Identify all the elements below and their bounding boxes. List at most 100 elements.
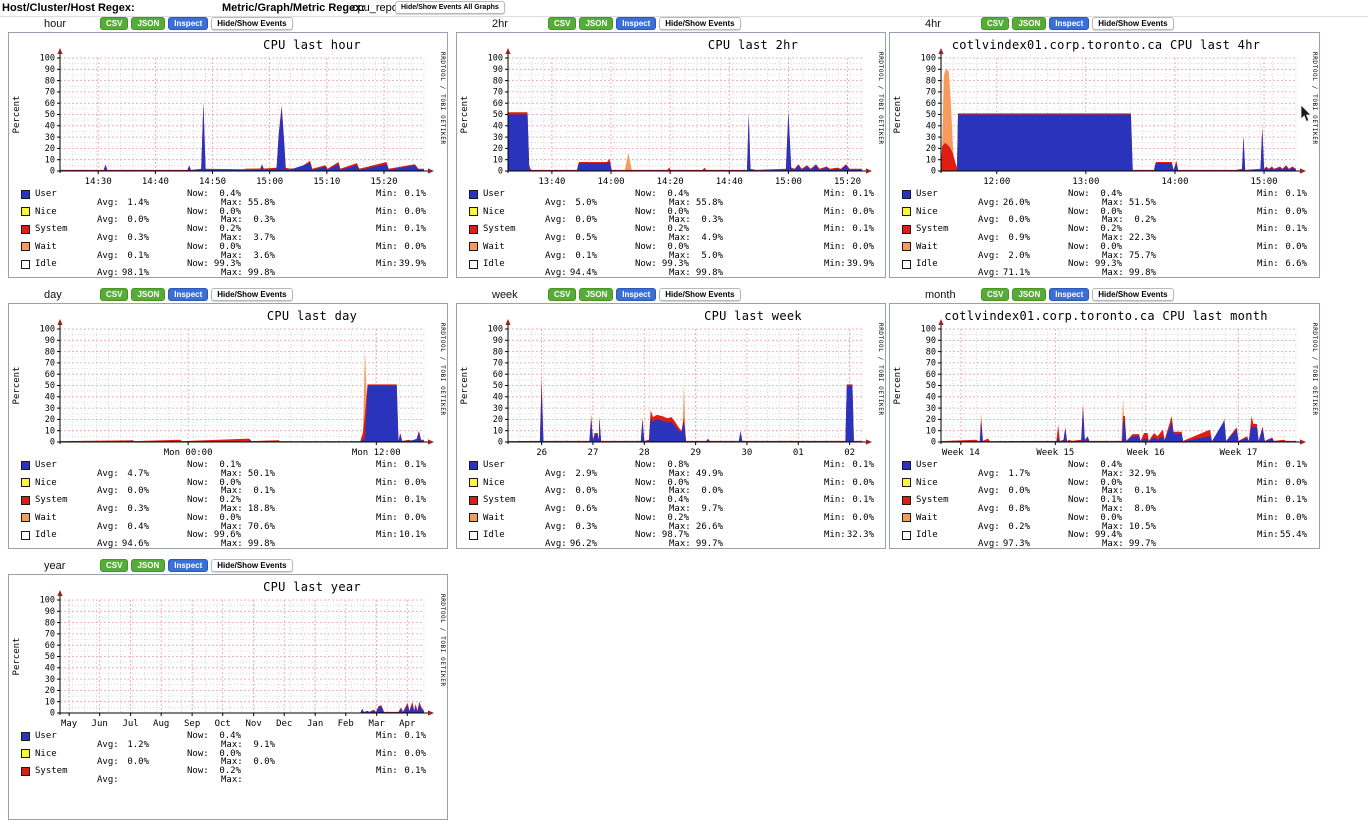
hide-show-events-button[interactable]: Hide/Show Events: [211, 17, 293, 30]
csv-button[interactable]: CSV: [100, 288, 129, 301]
legend-max-label: Max:: [221, 739, 243, 750]
csv-button[interactable]: CSV: [981, 17, 1010, 30]
legend-min-value: 0.1%: [404, 731, 426, 741]
graph-block-month: month CSV JSON Inspect Hide/Show Events cotlv…: [889, 287, 1320, 549]
hide-show-events-button[interactable]: Hide/Show Events: [659, 288, 741, 301]
inspect-button[interactable]: Inspect: [1049, 288, 1090, 301]
csv-button[interactable]: CSV: [548, 17, 577, 30]
inspect-button[interactable]: Inspect: [616, 17, 657, 30]
json-button[interactable]: JSON: [579, 17, 614, 30]
legend-avg-label: Avg:: [97, 250, 119, 261]
legend-min-value: 0.0%: [852, 206, 874, 217]
inspect-button[interactable]: Inspect: [1049, 17, 1090, 30]
legend-max-label: Max:: [669, 233, 691, 243]
csv-button[interactable]: CSV: [100, 17, 129, 30]
legend-min-value: 0.1%: [1285, 460, 1307, 470]
legend-avg-value: 94.6%: [121, 539, 149, 550]
hide-show-events-button[interactable]: Hide/Show Events: [211, 559, 293, 572]
legend-swatch-user: [469, 460, 478, 470]
y-tick-label: 50: [926, 110, 936, 120]
json-button[interactable]: JSON: [1012, 288, 1047, 301]
legend-min-value: 55.4%: [1279, 530, 1307, 541]
legend-min-label: Min:: [376, 766, 398, 777]
graph-panel: CPU last hour 0 10 20 30 40 50 60 70 80 90 100 14:30…: [8, 32, 448, 278]
csv-button[interactable]: CSV: [100, 559, 129, 572]
legend-max-value: 3.7%: [253, 233, 275, 243]
y-tick-label: 80: [926, 76, 936, 86]
y-tick-label: 30: [493, 404, 503, 414]
legend-max-value: 0.3%: [253, 215, 275, 226]
legend-max-value: 18.8%: [247, 504, 275, 514]
legend-min-label: Min:: [1257, 206, 1279, 217]
legend-avg-label: Avg:: [545, 215, 567, 226]
rrdtool-watermark: RRDTOOL / TOBI OETIKER: [877, 52, 884, 145]
legend-now-label: Now:: [1068, 530, 1090, 541]
inspect-button[interactable]: Inspect: [168, 288, 209, 301]
legend-now-label: Now:: [635, 241, 657, 252]
legend-min-value: 0.0%: [852, 477, 874, 488]
y-tick-label: 40: [926, 122, 936, 132]
hide-show-events-button[interactable]: Hide/Show Events: [211, 288, 293, 301]
series: [941, 68, 1296, 171]
json-button[interactable]: JSON: [1012, 17, 1047, 30]
hide-show-events-all-graphs-button[interactable]: Hide/Show Events All Graphs: [395, 1, 505, 14]
legend-now-value: 0.4%: [219, 189, 241, 199]
host-regex-label: Host/Cluster/Host Regex:: [2, 2, 135, 14]
legend-now-label: Now:: [1068, 224, 1090, 235]
graph-action-buttons: CSV JSON Inspect Hide/Show Events: [548, 17, 744, 35]
csv-button[interactable]: CSV: [981, 288, 1010, 301]
user-series-area: [941, 408, 1296, 442]
x-tick-label: 14:40: [142, 177, 169, 187]
x-tick-label: 15:20: [834, 177, 861, 187]
legend-max-label: Max:: [669, 197, 691, 208]
legend-min-label: Min:: [1257, 512, 1279, 523]
y-tick-label: 60: [926, 99, 936, 109]
legend-avg-label: Avg:: [978, 504, 1000, 514]
legend-series-name: User: [35, 460, 57, 470]
inspect-button[interactable]: Inspect: [168, 17, 209, 30]
legend-min-label: Min:: [376, 748, 398, 759]
inspect-button[interactable]: Inspect: [168, 559, 209, 572]
grid: [60, 57, 425, 171]
csv-button[interactable]: CSV: [548, 288, 577, 301]
json-button[interactable]: JSON: [131, 288, 166, 301]
legend-min-value: 0.1%: [1285, 224, 1307, 235]
graph-block-header: 4hr CSV JSON Inspect Hide/Show Events: [889, 16, 1320, 31]
json-button[interactable]: JSON: [131, 559, 166, 572]
legend-now-value: 0.2%: [219, 495, 241, 506]
legend-max-label: Max:: [221, 504, 243, 514]
legend-min-label: Min:: [824, 259, 846, 270]
legend-swatch-wait: [21, 242, 30, 252]
json-button[interactable]: JSON: [579, 288, 614, 301]
legend-max-value: 99.8%: [247, 268, 275, 279]
y-tick-label: 90: [45, 607, 55, 617]
inspect-button[interactable]: Inspect: [616, 288, 657, 301]
rrdtool-watermark: RRDTOOL / TOBI OETIKER: [1311, 52, 1318, 145]
y-tick-label: 10: [45, 155, 55, 165]
hide-show-events-button[interactable]: Hide/Show Events: [659, 17, 741, 30]
y-tick-label: 0: [931, 438, 936, 448]
legend-max-value: 99.8%: [695, 268, 723, 279]
legend-swatch-user: [21, 189, 30, 199]
x-axis-arrow-icon: [428, 168, 434, 174]
legend-series-name: User: [483, 189, 505, 199]
y-tick-label: 100: [40, 325, 55, 335]
x-tick-label: Oct: [215, 719, 231, 729]
legend-now-label: Now:: [187, 495, 209, 506]
x-tick-label: 15:00: [256, 177, 283, 187]
y-tick-label: 90: [493, 336, 503, 346]
y-tick-label: 60: [45, 370, 55, 380]
legend-avg-value: 0.2%: [1008, 521, 1030, 532]
legend-now-value: 0.0%: [219, 477, 241, 488]
hide-show-events-button[interactable]: Hide/Show Events: [1092, 288, 1174, 301]
x-axis-arrow-icon: [1300, 168, 1306, 174]
hide-show-events-button[interactable]: Hide/Show Events: [1092, 17, 1174, 30]
json-button[interactable]: JSON: [131, 17, 166, 30]
